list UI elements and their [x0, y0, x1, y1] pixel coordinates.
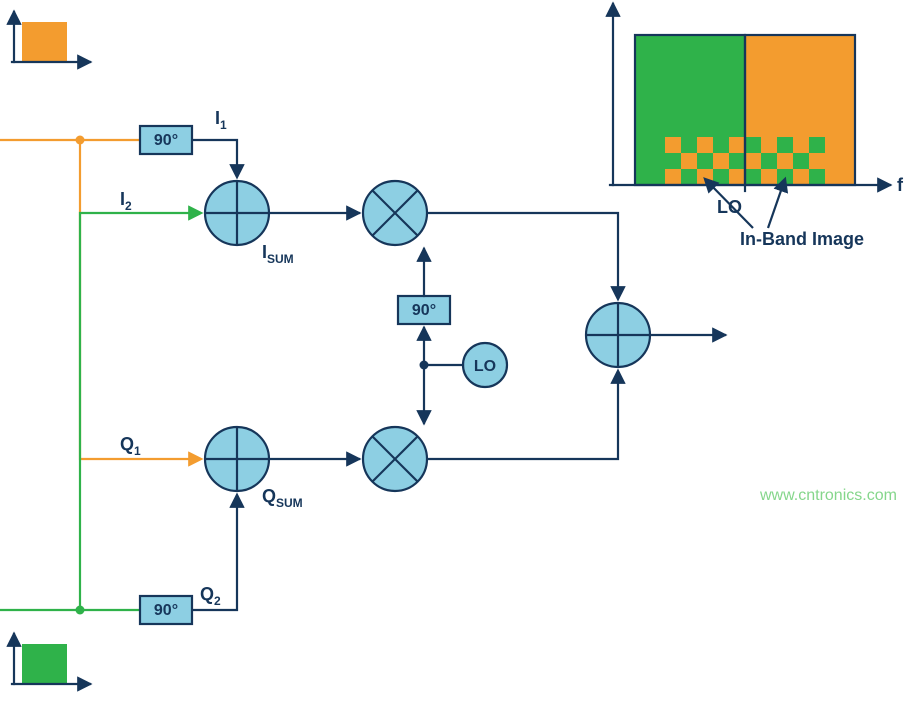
axis-label-f: f: [897, 175, 904, 195]
in-band-label: In-Band Image: [740, 229, 864, 249]
signal-label: Q1: [120, 434, 141, 458]
signal-label: I2: [120, 189, 132, 213]
svg-text:90°: 90°: [412, 302, 436, 319]
mini-spectrum-top: [22, 22, 67, 62]
svg-text:90°: 90°: [154, 602, 178, 619]
svg-text:LO: LO: [474, 358, 496, 375]
watermark: www.cntronics.com: [759, 487, 897, 504]
signal-label: ISUM: [262, 242, 294, 266]
svg-text:90°: 90°: [154, 132, 178, 149]
signal-label: I1: [215, 108, 227, 132]
signal-label: QSUM: [262, 486, 303, 510]
signal-diagram: 90°90°90°LOI1I2Q1Q2ISUMQSUMfLOIn-Band Im…: [0, 0, 910, 728]
mini-spectrum-bottom: [22, 644, 67, 684]
signal-label: Q2: [200, 584, 221, 608]
